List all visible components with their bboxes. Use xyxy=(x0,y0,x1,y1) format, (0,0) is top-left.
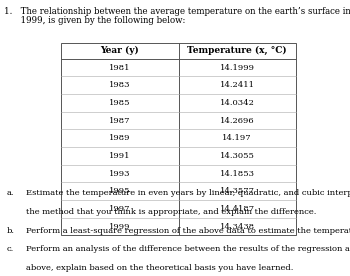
Text: 14.0342: 14.0342 xyxy=(220,99,254,107)
Text: Estimate the temperature in even years by linear, quadratic, and cubic interpola: Estimate the temperature in even years b… xyxy=(26,189,350,197)
Text: 1995: 1995 xyxy=(109,187,131,195)
Text: 1999: 1999 xyxy=(109,223,131,230)
Text: 1991: 1991 xyxy=(109,152,131,160)
Text: 1997: 1997 xyxy=(109,205,131,213)
Text: 1983: 1983 xyxy=(109,81,131,89)
Text: 1981: 1981 xyxy=(109,64,131,71)
Text: 1989: 1989 xyxy=(109,134,131,142)
Text: Temperature (x, °C): Temperature (x, °C) xyxy=(187,46,287,55)
Text: 1985: 1985 xyxy=(109,99,131,107)
Text: 1999, is given by the following below:: 1999, is given by the following below: xyxy=(4,16,186,25)
Text: 1.   The relationship between the average temperature on the earth’s surface in : 1. The relationship between the average … xyxy=(4,7,350,16)
Text: c.: c. xyxy=(6,245,14,253)
Text: above, explain based on the theoretical basis you have learned.: above, explain based on the theoretical … xyxy=(26,264,294,272)
Text: 14.197: 14.197 xyxy=(222,134,252,142)
Text: 1993: 1993 xyxy=(109,170,131,177)
Text: 1987: 1987 xyxy=(109,117,131,124)
Text: 14.2696: 14.2696 xyxy=(220,117,254,124)
Text: 14.1853: 14.1853 xyxy=(220,170,255,177)
Text: 14.3577: 14.3577 xyxy=(220,187,255,195)
Text: a.: a. xyxy=(6,189,14,197)
Text: 14.2411: 14.2411 xyxy=(220,81,255,89)
Text: 14.4187: 14.4187 xyxy=(219,205,255,213)
Text: Perform an analysis of the difference between the results of the regression and : Perform an analysis of the difference be… xyxy=(26,245,350,253)
Text: 14.3438: 14.3438 xyxy=(219,223,255,230)
Bar xyxy=(61,43,296,235)
Text: 14.1999: 14.1999 xyxy=(220,64,255,71)
Text: Year (y): Year (y) xyxy=(100,46,139,55)
Text: Perform a least-square regression of the above data to estimate the temperature : Perform a least-square regression of the… xyxy=(26,227,350,235)
Text: b.: b. xyxy=(6,227,14,235)
Text: 14.3055: 14.3055 xyxy=(220,152,254,160)
Text: the method that you think is appropriate, and explain the difference.: the method that you think is appropriate… xyxy=(26,208,317,216)
